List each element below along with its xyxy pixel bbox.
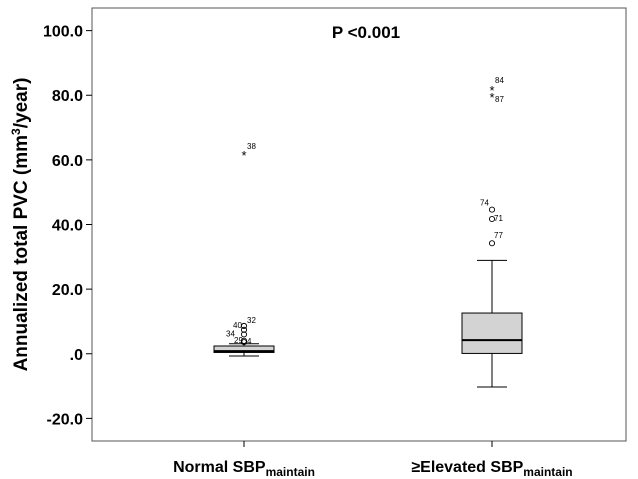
y-tick-label: .0 bbox=[70, 347, 83, 364]
outlier-circle bbox=[488, 206, 496, 213]
outlier-circle bbox=[240, 326, 248, 333]
y-tick-label: 80.0 bbox=[52, 88, 83, 105]
outlier-star: * bbox=[489, 83, 494, 98]
outlier-label: 71 bbox=[494, 214, 503, 223]
outlier-label: 32 bbox=[247, 316, 256, 325]
y-axis-title: Annualized total PVC (mm3/year) bbox=[9, 78, 32, 372]
axes-layer: -20.0 .0 20.0 40.0 60.0 80.0 100.0 Normal SBPma… bbox=[43, 7, 627, 479]
y-tick-label: 100.0 bbox=[43, 24, 83, 41]
outlier-label: 40 bbox=[233, 321, 242, 330]
outlier-circle bbox=[240, 339, 248, 346]
x-category-label: ≥Elevated SBPmaintain bbox=[411, 459, 572, 479]
plot-frame bbox=[91, 7, 627, 442]
y-tick-label: 40.0 bbox=[52, 218, 83, 235]
iqr-box bbox=[461, 312, 523, 354]
outlier-circle bbox=[488, 240, 496, 247]
y-tick-label: -20.0 bbox=[47, 411, 84, 428]
outlier-label: 34 bbox=[226, 329, 235, 338]
outlier-circle bbox=[240, 322, 248, 330]
outlier-label: 29 bbox=[234, 336, 243, 345]
p-value-annotation: P <0.001 bbox=[332, 23, 400, 42]
y-tick-label: 20.0 bbox=[52, 282, 83, 299]
outlier-label: 74 bbox=[480, 199, 489, 208]
outlier-label: 4 bbox=[247, 337, 252, 346]
outlier-star: * bbox=[489, 90, 494, 105]
outlier-label: 84 bbox=[495, 76, 504, 85]
outlier-circle bbox=[240, 331, 248, 338]
y-tick-label: 60.0 bbox=[52, 153, 83, 170]
outlier-label: 87 bbox=[495, 95, 504, 104]
outlier-label: 77 bbox=[494, 231, 503, 240]
iqr-box bbox=[213, 345, 275, 353]
x-category-label: Normal SBPmaintain bbox=[173, 459, 315, 479]
outlier-circle bbox=[488, 215, 496, 223]
outlier-star: * bbox=[241, 148, 246, 163]
outlier-label: 38 bbox=[247, 142, 256, 151]
